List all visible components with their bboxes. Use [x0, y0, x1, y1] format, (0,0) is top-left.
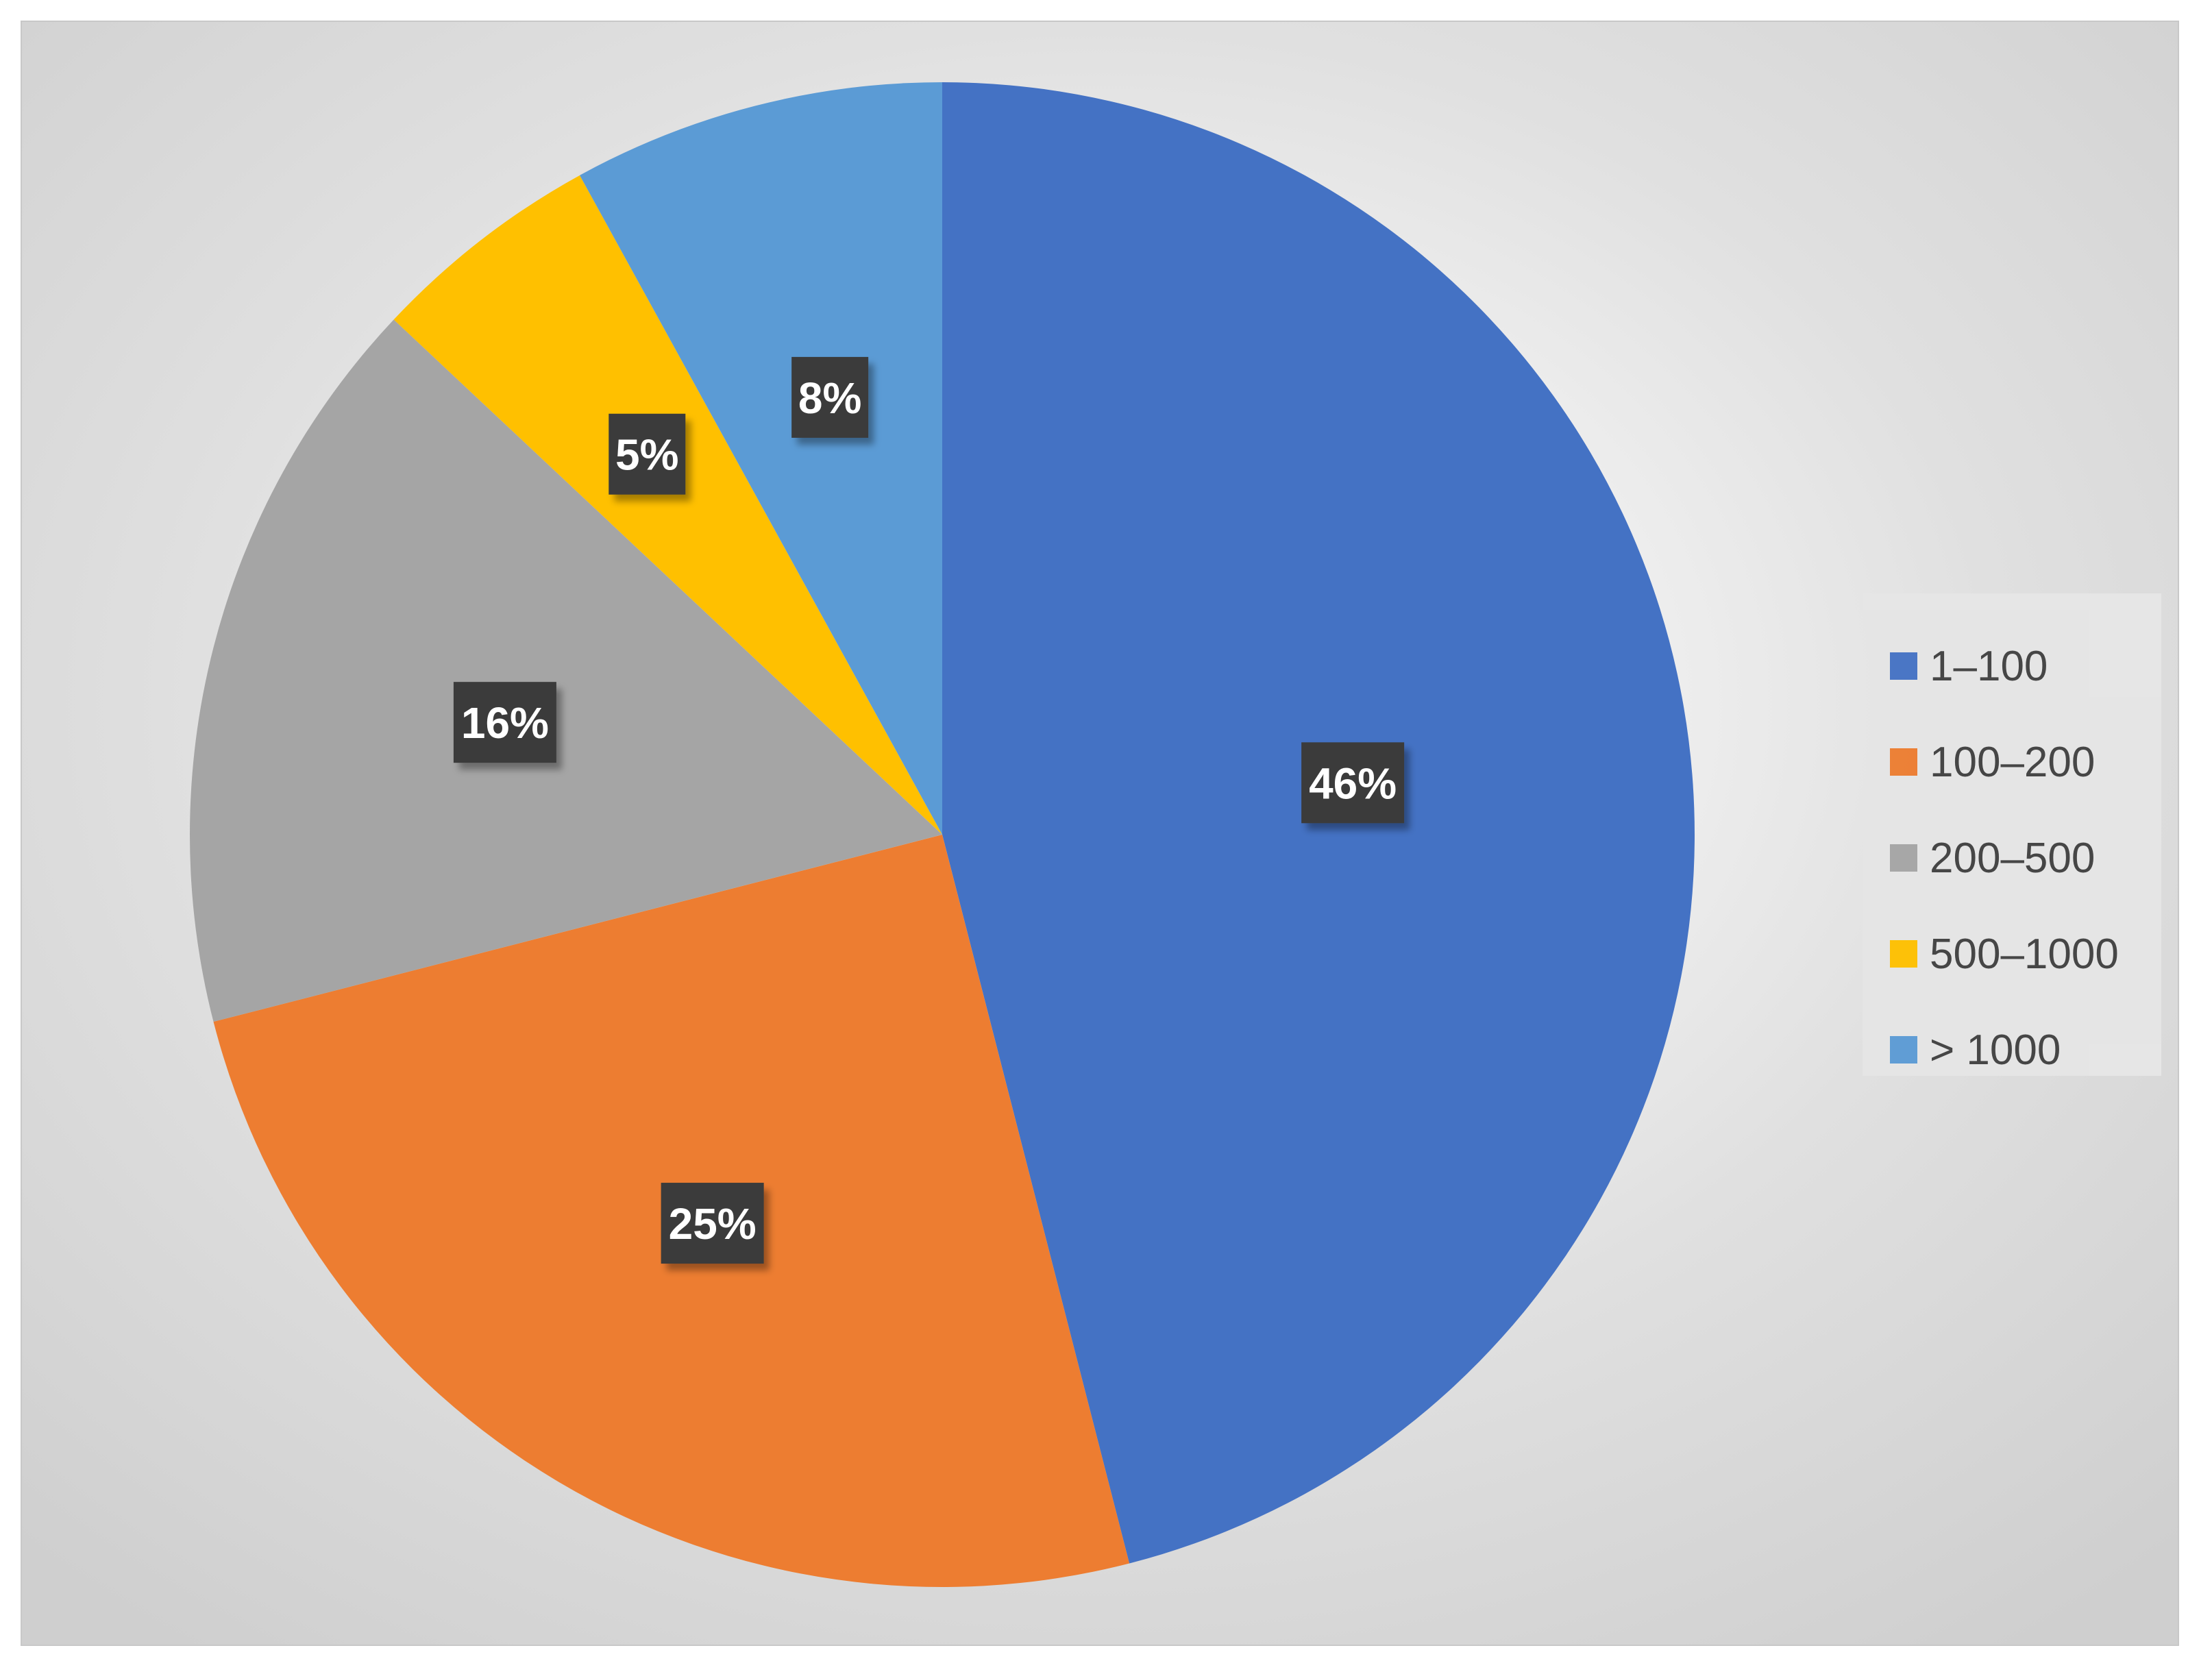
legend-swatch	[1890, 1036, 1917, 1064]
data-label-1000: 8%	[791, 356, 869, 438]
legend-item-500-1000: 500–1000	[1890, 906, 2161, 1002]
data-label-text: 5%	[615, 430, 679, 480]
data-label-100-200: 25%	[661, 1183, 764, 1264]
legend-label: 1–100	[1930, 642, 2048, 690]
data-labels: 46% 25% 16% 5% 8%	[453, 356, 1405, 1264]
legend-item-100-200: 100–200	[1890, 714, 2161, 810]
legend-swatch	[1890, 940, 1917, 968]
pie-slice-500-1000	[393, 175, 942, 835]
pie-slices	[190, 82, 1695, 1587]
data-label-box	[453, 682, 556, 763]
data-label-text: 46%	[1309, 759, 1397, 808]
pie-slice-200-500	[190, 319, 942, 1022]
data-label-500-1000: 5%	[609, 413, 686, 495]
data-label-box	[791, 356, 869, 438]
data-label-200-500: 16%	[453, 682, 556, 763]
legend-item-1-100: 1–100	[1890, 618, 2161, 714]
legend-swatch	[1890, 748, 1917, 776]
legend-label: 200–500	[1930, 834, 2096, 882]
legend-label: 500–1000	[1930, 930, 2119, 978]
data-label-text: 25%	[669, 1199, 757, 1249]
legend-label: > 1000	[1930, 1026, 2061, 1074]
legend-swatch	[1890, 652, 1917, 680]
pie-slice-1000	[580, 82, 942, 835]
legend-item-1000: > 1000	[1890, 1002, 2161, 1098]
legend: 1–100 100–200 200–500 500–1000 > 1000	[1863, 593, 2161, 1076]
data-label-box	[661, 1183, 764, 1264]
data-label-text: 8%	[798, 373, 862, 423]
data-label-1-100: 46%	[1301, 742, 1405, 824]
data-label-text: 16%	[461, 698, 549, 748]
legend-item-200-500: 200–500	[1890, 810, 2161, 906]
data-label-box	[609, 413, 686, 495]
legend-label: 100–200	[1930, 738, 2096, 786]
legend-swatch	[1890, 844, 1917, 872]
data-label-box	[1301, 742, 1405, 824]
